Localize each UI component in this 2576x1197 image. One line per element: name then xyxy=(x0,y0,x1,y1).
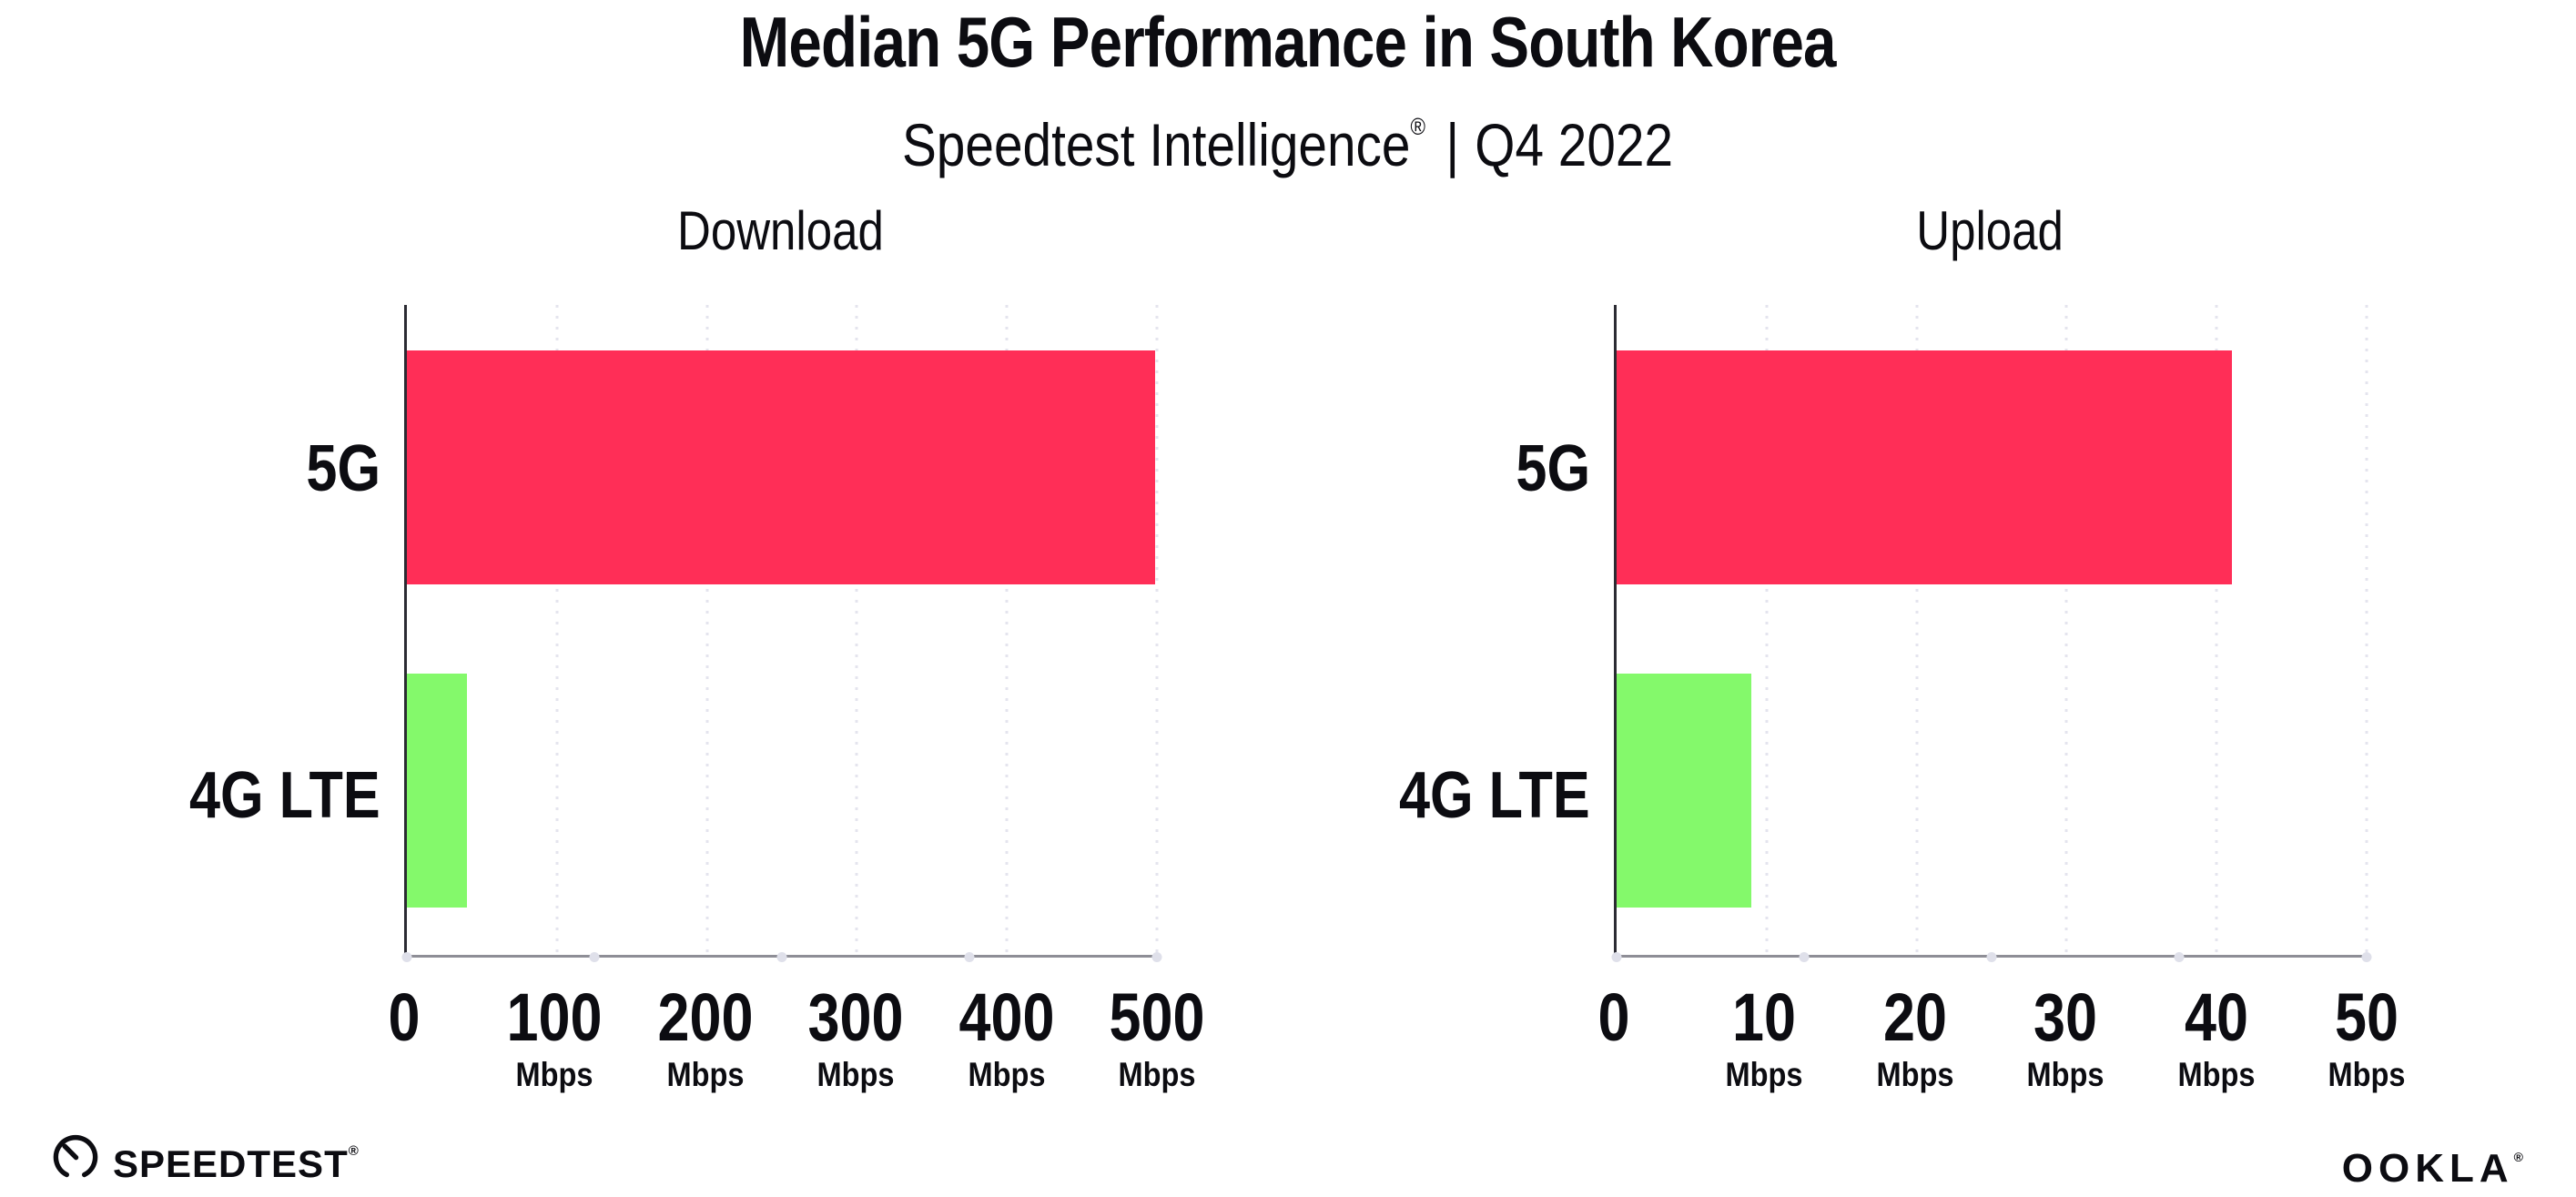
upload-chart-title: Upload xyxy=(1916,200,2064,261)
page-title-text: Median 5G Performance in South Korea xyxy=(739,2,1837,82)
axis-tick-mark xyxy=(1151,952,1162,962)
axis-tick-mark xyxy=(1611,952,1622,962)
x-tick-label: 200 Mbps xyxy=(657,979,754,1094)
gridline xyxy=(2064,305,2068,955)
ookla-logo: OOKLA® xyxy=(2342,1134,2523,1192)
x-tick-label: 500 Mbps xyxy=(1109,979,1205,1094)
upload-category-label-4g-lte: 4G LTE xyxy=(1399,759,1590,832)
subtitle-product: Speedtest Intelligence xyxy=(902,111,1411,178)
download-plot-area xyxy=(401,305,1162,962)
axis-tick-mark xyxy=(401,952,412,962)
gridline xyxy=(705,305,709,955)
ookla-logo-text: OOKLA xyxy=(2341,1146,2514,1191)
registered-mark: ® xyxy=(2513,1150,2523,1164)
x-tick-label: 0 xyxy=(1597,979,1630,1055)
subtitle-separator: | xyxy=(1445,111,1460,178)
gridline xyxy=(1765,305,1769,955)
page-subtitle: Speedtest Intelligence® | Q4 2022 xyxy=(0,89,2576,182)
x-tick-label: 20 Mbps xyxy=(1876,979,1954,1094)
subtitle-period: Q4 2022 xyxy=(1475,111,1674,178)
gridline xyxy=(555,305,559,955)
gridline xyxy=(2365,305,2368,955)
gridline xyxy=(1915,305,1919,955)
x-tick-label: 10 Mbps xyxy=(1725,979,1803,1094)
download-bar-5g xyxy=(407,350,1156,584)
x-tick-label: 100 Mbps xyxy=(506,979,603,1094)
speedtest-logo-text: SPEEDTEST® xyxy=(113,1142,360,1185)
x-tick-label: 50 Mbps xyxy=(2328,979,2406,1094)
page-title: Median 5G Performance in South Korea xyxy=(0,5,2576,78)
upload-bar-5g xyxy=(1617,350,2232,584)
gridline xyxy=(855,305,858,955)
gridline xyxy=(2215,305,2218,955)
x-tick-label: 300 Mbps xyxy=(807,979,904,1094)
x-tick-label: 0 xyxy=(388,979,421,1055)
speedtest-logo: SPEEDTEST® xyxy=(51,1127,360,1189)
axis-tick-mark xyxy=(776,952,787,962)
download-chart-title: Download xyxy=(677,200,884,261)
registered-mark: ® xyxy=(1410,113,1426,140)
registered-mark: ® xyxy=(348,1143,360,1159)
axis-tick-mark xyxy=(2361,952,2372,962)
gridline xyxy=(1005,305,1009,955)
axis-tick-mark xyxy=(589,952,600,962)
x-tick-label: 40 Mbps xyxy=(2177,979,2256,1094)
speedtest-gauge-icon xyxy=(51,1131,100,1185)
axis-tick-mark xyxy=(2174,952,2185,962)
axis-tick-mark xyxy=(1799,952,1810,962)
x-tick-label: 30 Mbps xyxy=(2026,979,2104,1094)
download-x-axis-labels: 0 100 Mbps 200 Mbps 300 Mbps 400 Mbps 500 Mbp… xyxy=(389,979,1205,1111)
x-tick-label: 400 Mbps xyxy=(958,979,1055,1094)
axis-tick-mark xyxy=(964,952,975,962)
download-category-label-4g-lte: 4G LTE xyxy=(189,759,380,832)
upload-bar-4g-lte xyxy=(1617,674,1752,908)
axis-tick-mark xyxy=(1986,952,1997,962)
upload-x-axis-labels: 0 10 Mbps 20 Mbps 30 Mbps 40 Mbps 50 Mbps xyxy=(1598,979,2406,1111)
download-category-label-5g: 5G xyxy=(306,432,380,505)
download-bar-4g-lte xyxy=(407,674,467,908)
gridline xyxy=(1155,305,1159,955)
upload-category-label-5g: 5G xyxy=(1516,432,1590,505)
upload-plot-area xyxy=(1611,305,2372,962)
